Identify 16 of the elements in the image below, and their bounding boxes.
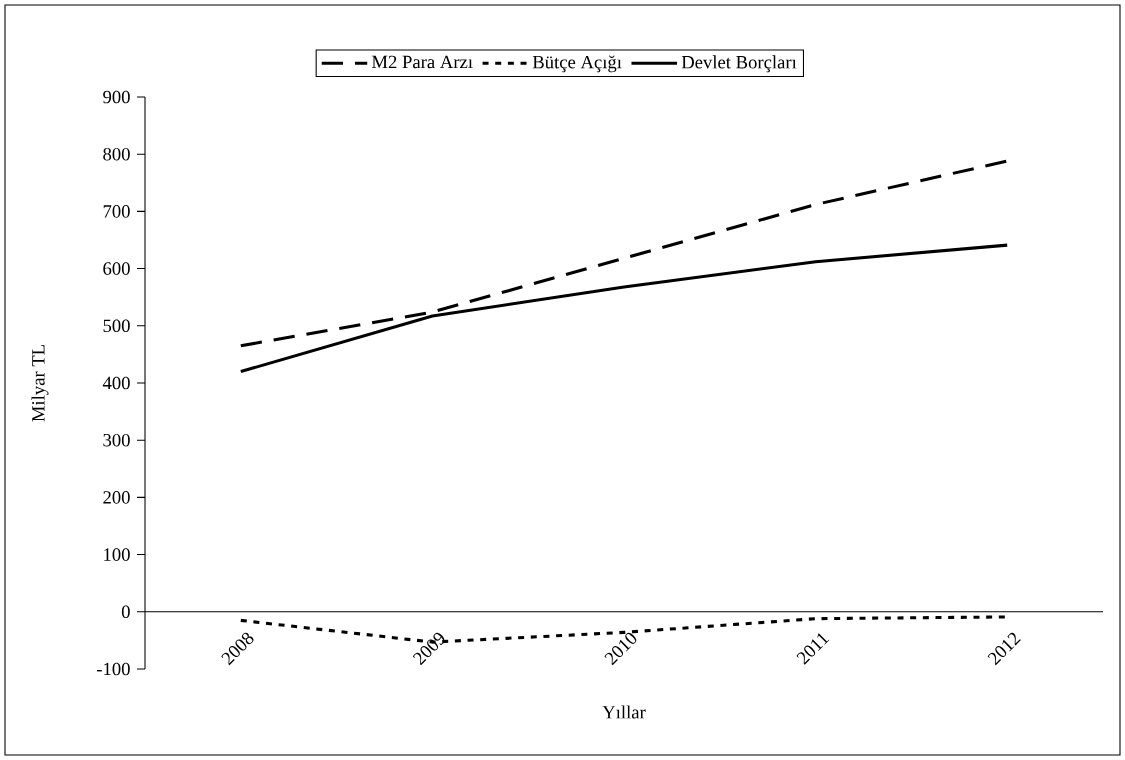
y-tick-label: 900 — [103, 90, 130, 104]
y-axis-title: Milyar TL — [31, 344, 49, 422]
y-tick-label: 400 — [102, 376, 130, 390]
x-axis-title: Yıllar — [602, 705, 646, 719]
y-tick-label: 800 — [103, 147, 130, 161]
y-tick-label: 200 — [103, 491, 130, 504]
legend-label: Bütçe Açığı — [532, 55, 622, 73]
y-tick-label: 500 — [103, 319, 130, 333]
y-tick-label: 100 — [104, 548, 130, 561]
y-tick-label: 300 — [103, 433, 130, 447]
y-tick-label: 0 — [121, 605, 130, 619]
legend-label: M2 Para Arzı — [371, 55, 473, 69]
y-tick-label: -100 — [96, 662, 130, 676]
legend-label: Devlet Borçları — [681, 55, 797, 73]
y-tick-label: 700 — [103, 205, 130, 218]
y-tick-label: 600 — [103, 262, 130, 275]
